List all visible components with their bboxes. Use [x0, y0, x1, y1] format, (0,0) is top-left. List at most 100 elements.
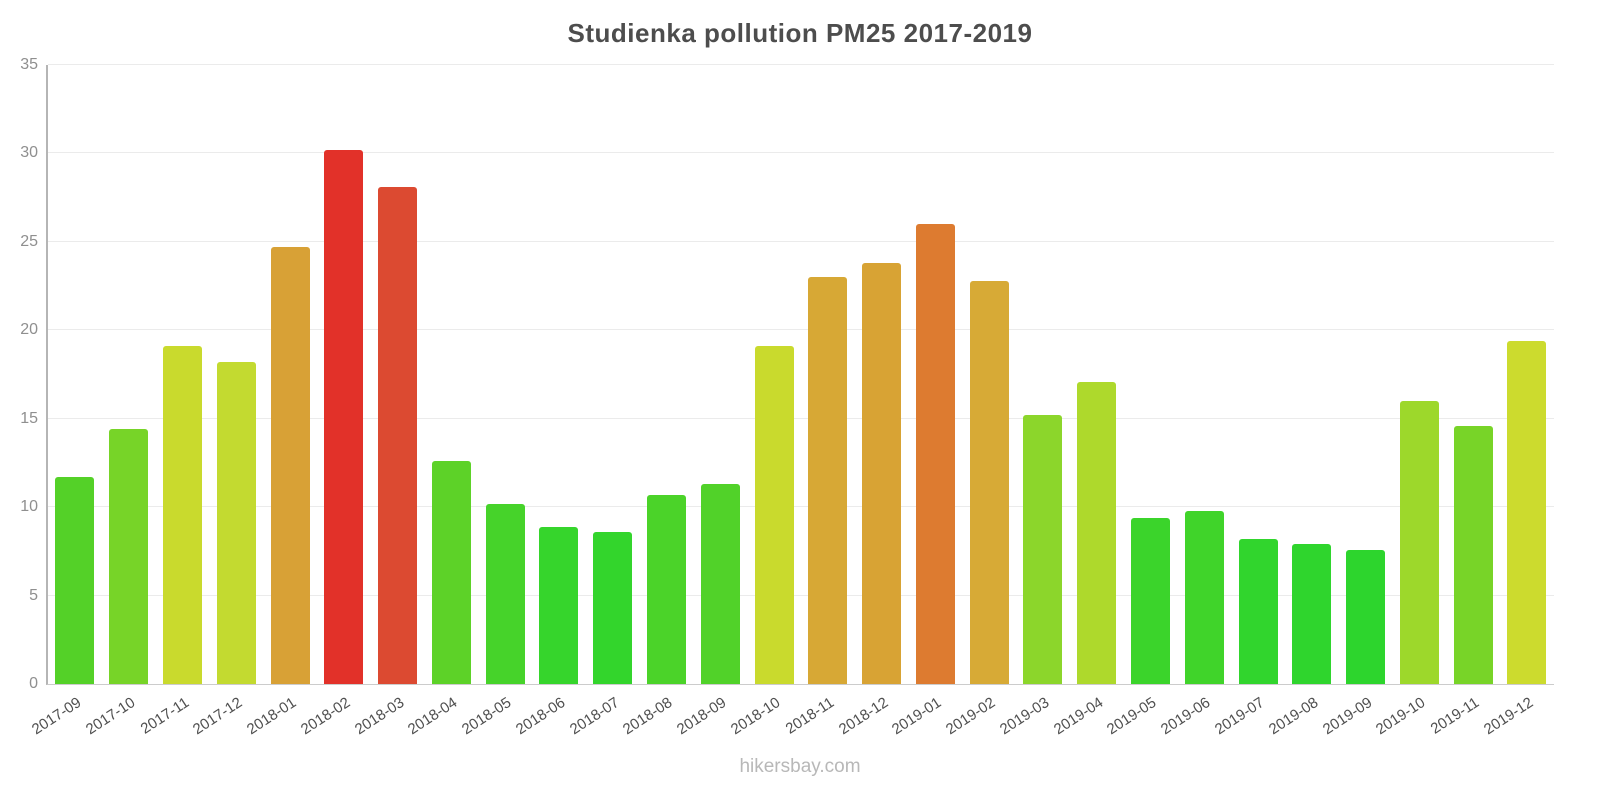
bar-2018-02[interactable]: [324, 149, 364, 684]
bar-slot-2019-03: 2019-03: [997, 65, 1063, 738]
bar-2019-03[interactable]: [1023, 415, 1063, 684]
x-axis-tick-label-2017-09: 2017-09: [28, 694, 85, 739]
chart-title: Studienka pollution PM25 2017-2019: [567, 18, 1033, 48]
x-axis-tick-label-2018-12: 2018-12: [835, 694, 891, 739]
y-axis-tick-label-20: 20: [20, 321, 38, 339]
bar-slot-2019-10: 2019-10: [1373, 65, 1439, 738]
bar-2018-04[interactable]: [431, 461, 471, 684]
x-axis-tick-label-2019-04: 2019-04: [1050, 694, 1106, 739]
bar-slot-2018-06: 2018-06: [513, 65, 579, 738]
bar-2019-11[interactable]: [1453, 425, 1493, 684]
y-axis-tick-label-30: 30: [20, 144, 38, 162]
bar-2018-05[interactable]: [485, 503, 525, 684]
y-axis-tick-label-0: 0: [29, 675, 38, 692]
bar-slot-2018-11: 2018-11: [783, 65, 848, 738]
bar-2018-10[interactable]: [754, 346, 794, 684]
y-axis-tick-label-15: 15: [20, 409, 38, 427]
bar-slot-2019-12: 2019-12: [1481, 65, 1547, 738]
bar-slot-2017-11: 2017-11: [137, 65, 202, 738]
bar-2018-03[interactable]: [378, 187, 418, 684]
gridline-25: [48, 240, 1554, 242]
x-axis-tick-label-2019-07: 2019-07: [1211, 694, 1268, 739]
x-axis-tick-label-2018-04: 2018-04: [405, 694, 461, 739]
x-axis-tick-label-2019-02: 2019-02: [942, 694, 999, 739]
x-axis-tick-label-2019-08: 2019-08: [1265, 694, 1322, 739]
bar-slot-2018-01: 2018-01: [244, 65, 310, 738]
bar-2019-04[interactable]: [1077, 381, 1117, 684]
x-axis-tick-label-2019-09: 2019-09: [1319, 694, 1375, 739]
bar-slot-2018-05: 2018-05: [459, 65, 525, 738]
bar-2019-12[interactable]: [1507, 340, 1547, 684]
bar-2019-07[interactable]: [1238, 538, 1278, 684]
bar-2017-10[interactable]: [109, 429, 149, 684]
x-axis-tick-label-2019-11: 2019-11: [1427, 694, 1483, 738]
x-axis-tick-label-2019-03: 2019-03: [996, 694, 1053, 739]
y-axis-tick-label-35: 35: [20, 56, 38, 73]
bar-2018-06[interactable]: [539, 526, 579, 684]
bar-slot-2018-09: 2018-09: [674, 65, 740, 738]
gridline-30: [48, 152, 1554, 154]
gridline-35: [48, 64, 1554, 65]
x-axis-tick-label-2019-06: 2019-06: [1158, 694, 1214, 739]
y-axis-tick-label-25: 25: [20, 232, 38, 250]
bar-slot-2018-12: 2018-12: [835, 65, 902, 738]
y-axis-tick-label-5: 5: [29, 586, 38, 604]
bar-2019-08[interactable]: [1292, 544, 1332, 684]
x-axis-tick-label-2018-01: 2018-01: [243, 694, 300, 739]
bar-slot-2019-02: 2019-02: [943, 65, 1009, 738]
x-axis-tick-label-2018-06: 2018-06: [512, 694, 569, 739]
bar-slot-2017-10: 2017-10: [82, 65, 149, 738]
y-axis-tick-label-10: 10: [20, 498, 38, 516]
bar-2017-11[interactable]: [162, 346, 202, 684]
bar-slot-2019-08: 2019-08: [1266, 65, 1332, 738]
bar-slot-2017-12: 2017-12: [190, 65, 256, 738]
bar-slot-2018-07: 2018-07: [567, 65, 633, 738]
bar-2017-12[interactable]: [216, 362, 256, 684]
gridline-5: [48, 594, 1554, 596]
x-axis-tick-label-2018-09: 2018-09: [674, 694, 730, 739]
x-axis-tick-label-2017-12: 2017-12: [190, 694, 246, 739]
bar-2018-09[interactable]: [700, 484, 740, 684]
bar-2019-06[interactable]: [1184, 510, 1224, 684]
x-axis-tick-label-2018-07: 2018-07: [566, 694, 622, 739]
bar-slot-2019-01: 2019-01: [889, 65, 955, 738]
x-axis-tick-label-2017-11: 2017-11: [137, 694, 192, 738]
bar-2019-10[interactable]: [1399, 401, 1439, 684]
bar-slot-2018-02: 2018-02: [298, 65, 364, 738]
bar-2019-09[interactable]: [1346, 549, 1386, 684]
x-axis-tick-label-2019-10: 2019-10: [1373, 694, 1429, 739]
x-axis-tick-label-2019-12: 2019-12: [1480, 694, 1537, 739]
bar-2017-09[interactable]: [55, 477, 95, 684]
plot-area: 0 5 10 15 20 25 30 35 2017-09 2017-10 2017-11 2017…: [20, 56, 1554, 738]
x-axis-tick-label-2018-05: 2018-05: [458, 694, 515, 739]
bar-2018-12[interactable]: [862, 263, 902, 684]
bar-slot-2018-03: 2018-03: [351, 65, 418, 738]
x-axis-tick-label-2018-11: 2018-11: [782, 694, 838, 738]
bar-2018-08[interactable]: [646, 494, 686, 684]
bar-2018-07[interactable]: [593, 531, 633, 684]
x-axis-tick-label-2017-10: 2017-10: [82, 694, 138, 739]
bar-slot-2019-09: 2019-09: [1319, 65, 1386, 738]
x-axis-tick-label-2018-03: 2018-03: [351, 694, 407, 739]
bar-slot-2019-04: 2019-04: [1051, 65, 1117, 738]
bar-2018-11[interactable]: [808, 277, 848, 684]
bar-slot-2019-07: 2019-07: [1212, 65, 1278, 738]
x-axis-tick-label-2019-01: 2019-01: [889, 694, 945, 739]
bar-slot-2019-05: 2019-05: [1104, 65, 1171, 738]
bar-slot-2018-04: 2018-04: [405, 65, 471, 738]
gridline-20: [48, 329, 1554, 331]
footer-watermark: hikersbay.com: [739, 756, 861, 777]
bar-2018-01[interactable]: [270, 247, 310, 684]
x-axis-tick-label-2019-05: 2019-05: [1104, 694, 1160, 739]
bar-slot-2018-08: 2018-08: [620, 65, 686, 738]
x-axis-tick-label-2018-08: 2018-08: [620, 694, 676, 739]
gridline-10: [48, 506, 1554, 508]
gridline-15: [48, 417, 1554, 419]
bar-2019-01[interactable]: [915, 224, 955, 684]
bar-2019-05[interactable]: [1131, 517, 1171, 684]
bar-2019-02[interactable]: [969, 280, 1009, 684]
x-axis-tick-label-2018-02: 2018-02: [297, 694, 354, 739]
bars-layer: 2017-09 2017-10 2017-11 2017-12 2018-01 2018-…: [29, 65, 1554, 738]
x-axis-tick-label-2018-10: 2018-10: [727, 694, 784, 739]
